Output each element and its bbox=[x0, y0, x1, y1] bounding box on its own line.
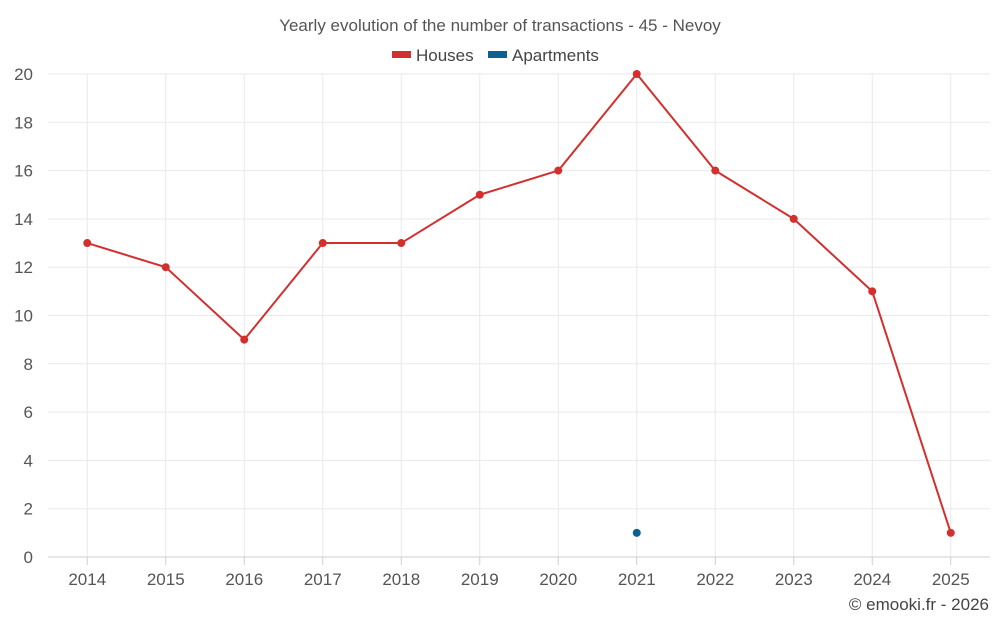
y-tick-label: 8 bbox=[24, 355, 33, 374]
x-tick-label: 2014 bbox=[68, 570, 106, 589]
data-point-houses[interactable] bbox=[789, 214, 798, 223]
x-tick-label: 2025 bbox=[932, 570, 970, 589]
data-point-houses[interactable] bbox=[711, 166, 720, 175]
data-point-houses[interactable] bbox=[868, 287, 877, 296]
credit-text: © emooki.fr - 2026 bbox=[849, 595, 989, 614]
data-point-houses[interactable] bbox=[397, 239, 406, 248]
legend: Houses Apartments bbox=[392, 46, 599, 65]
data-point-houses[interactable] bbox=[318, 239, 327, 248]
x-tick-label: 2015 bbox=[147, 570, 185, 589]
y-tick-label: 16 bbox=[14, 162, 33, 181]
gridlines bbox=[48, 73, 990, 558]
y-tick-label: 6 bbox=[24, 403, 33, 422]
legend-label-houses[interactable]: Houses bbox=[416, 46, 474, 65]
x-tick-label: 2024 bbox=[853, 570, 891, 589]
y-tick-label: 2 bbox=[24, 500, 33, 519]
x-tick-label: 2018 bbox=[382, 570, 420, 589]
x-tick-label: 2016 bbox=[225, 570, 263, 589]
legend-swatch-houses bbox=[392, 51, 411, 58]
y-axis-ticks: 0 2 4 6 8 10 12 14 16 18 20 bbox=[14, 65, 33, 567]
legend-swatch-apartments bbox=[488, 51, 507, 58]
data-point-apartments[interactable] bbox=[632, 528, 641, 537]
chart-title: Yearly evolution of the number of transa… bbox=[279, 16, 721, 35]
y-tick-label: 18 bbox=[14, 113, 33, 132]
y-tick-label: 4 bbox=[24, 451, 33, 470]
y-tick-label: 14 bbox=[14, 210, 33, 229]
x-tick-label: 2022 bbox=[696, 570, 734, 589]
x-tick-label: 2020 bbox=[539, 570, 577, 589]
x-tick-label: 2017 bbox=[304, 570, 342, 589]
y-tick-label: 12 bbox=[14, 258, 33, 277]
data-point-houses[interactable] bbox=[83, 239, 92, 248]
x-tick-label: 2023 bbox=[775, 570, 813, 589]
data-point-houses[interactable] bbox=[475, 190, 484, 199]
y-tick-label: 20 bbox=[14, 65, 33, 84]
y-tick-label: 0 bbox=[24, 548, 33, 567]
legend-label-apartments[interactable]: Apartments bbox=[512, 46, 599, 65]
data-point-houses[interactable] bbox=[161, 263, 170, 272]
data-point-houses[interactable] bbox=[946, 528, 955, 537]
data-point-houses[interactable] bbox=[554, 166, 563, 175]
x-axis-ticks: 2014 2015 2016 2017 2018 2019 2020 2021 2022 2023… bbox=[68, 557, 970, 589]
data-point-houses[interactable] bbox=[240, 335, 249, 344]
x-tick-label: 2019 bbox=[461, 570, 499, 589]
data-point-houses[interactable] bbox=[632, 70, 641, 78]
series-points bbox=[83, 70, 955, 537]
series-line-houses bbox=[86, 73, 952, 534]
x-tick-label: 2021 bbox=[618, 570, 656, 589]
y-tick-label: 10 bbox=[14, 307, 33, 326]
series-lines bbox=[86, 73, 952, 534]
